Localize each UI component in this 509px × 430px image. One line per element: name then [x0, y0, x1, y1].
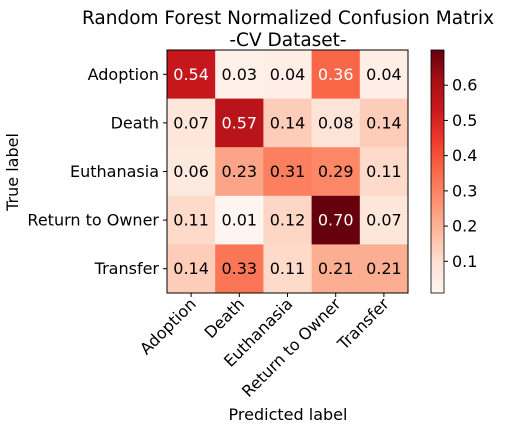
heatmap-cell	[215, 50, 264, 100]
cell-value-label: 0.07	[366, 211, 402, 230]
cell-value-label: 0.11	[270, 259, 306, 278]
cell-value-label: 0.21	[366, 259, 402, 278]
x-tick-label: Adoption	[136, 294, 200, 358]
heatmap-cell	[311, 244, 361, 294]
heatmap-cell	[359, 244, 409, 294]
cell-value-label: 0.04	[366, 65, 402, 84]
y-tick-label: Death	[111, 113, 159, 132]
colorbar-tick-label: 0.2	[452, 217, 477, 236]
cell-value-label: 0.06	[173, 162, 209, 181]
heatmap-cell	[311, 195, 361, 245]
heatmap-cell	[263, 98, 313, 148]
heatmap-cell-labels: 0.54 0.03 0.04 0.36 0.04 0.07 0.57 0.14 0.08 0.14…	[173, 65, 401, 278]
cell-value-label: 0.14	[173, 259, 209, 278]
cell-value-label: 0.11	[366, 162, 402, 181]
chart-title: Random Forest Normalized Confusion Matri…	[82, 8, 494, 29]
colorbar-ticks: 0.1 0.2 0.3 0.4 0.5 0.6	[444, 76, 477, 271]
cell-value-label: 0.11	[173, 211, 209, 230]
colorbar	[430, 49, 445, 294]
cell-value-label: 0.14	[270, 113, 306, 132]
heatmap-cells	[167, 50, 409, 294]
heatmap-cell	[167, 98, 216, 148]
heatmap-cell	[359, 147, 409, 197]
y-tick-label: Adoption	[88, 65, 159, 84]
y-tick-label: Transfer	[94, 259, 160, 278]
cell-value-label: 0.07	[173, 113, 209, 132]
heatmap-cell	[215, 195, 264, 245]
cell-value-label: 0.08	[318, 113, 354, 132]
y-axis-label: True label	[3, 133, 22, 212]
heatmap-cell	[311, 147, 361, 197]
cell-value-label: 0.33	[221, 259, 257, 278]
cell-value-label: 0.03	[221, 65, 257, 84]
heatmap-cell	[167, 50, 216, 100]
heatmap-cell	[215, 147, 264, 197]
colorbar-tick-label: 0.1	[452, 252, 477, 271]
heatmap-cell	[167, 147, 216, 197]
cell-value-label: 0.14	[366, 113, 402, 132]
colorbar-tick-label: 0.3	[452, 181, 477, 200]
colorbar-tick-label: 0.6	[452, 76, 477, 95]
heatmap-cell	[215, 244, 264, 294]
heatmap-cell	[263, 50, 313, 100]
heatmap-cell	[311, 98, 361, 148]
heatmap-cell	[263, 147, 313, 197]
heatmap-cell	[311, 50, 361, 100]
cell-value-label: 0.54	[173, 65, 209, 84]
y-axis-ticks: Adoption Death Euthanasia Return to Owner Tr…	[27, 65, 167, 278]
heatmap-cell	[359, 50, 409, 100]
colorbar-tick-label: 0.5	[452, 111, 477, 130]
cell-value-label: 0.29	[318, 162, 354, 181]
heatmap-cell	[263, 195, 313, 245]
cell-value-label: 0.36	[318, 65, 354, 84]
heatmap-cell	[167, 195, 216, 245]
cell-value-label: 0.57	[221, 113, 257, 132]
heatmap-cell	[215, 98, 264, 148]
cell-value-label: 0.01	[221, 211, 257, 230]
cell-value-label: 0.12	[270, 211, 306, 230]
heatmap-cell	[167, 244, 216, 294]
colorbar-tick-label: 0.4	[452, 146, 477, 165]
heatmap-cell	[359, 98, 409, 148]
x-axis-label: Predicted label	[229, 405, 348, 424]
x-tick-label: Transfer	[333, 294, 393, 354]
y-tick-label: Euthanasia	[70, 162, 159, 181]
cell-value-label: 0.21	[318, 259, 354, 278]
heatmap-cell	[359, 195, 409, 245]
y-tick-label: Return to Owner	[27, 211, 159, 230]
cell-value-label: 0.31	[270, 162, 306, 181]
cell-value-label: 0.04	[270, 65, 306, 84]
x-tick-label: Death	[200, 294, 248, 342]
cell-value-label: 0.70	[318, 211, 354, 230]
cell-value-label: 0.23	[221, 162, 257, 181]
heatmap-cell	[263, 244, 313, 294]
chart-subtitle: -CV Dataset-	[229, 30, 346, 51]
